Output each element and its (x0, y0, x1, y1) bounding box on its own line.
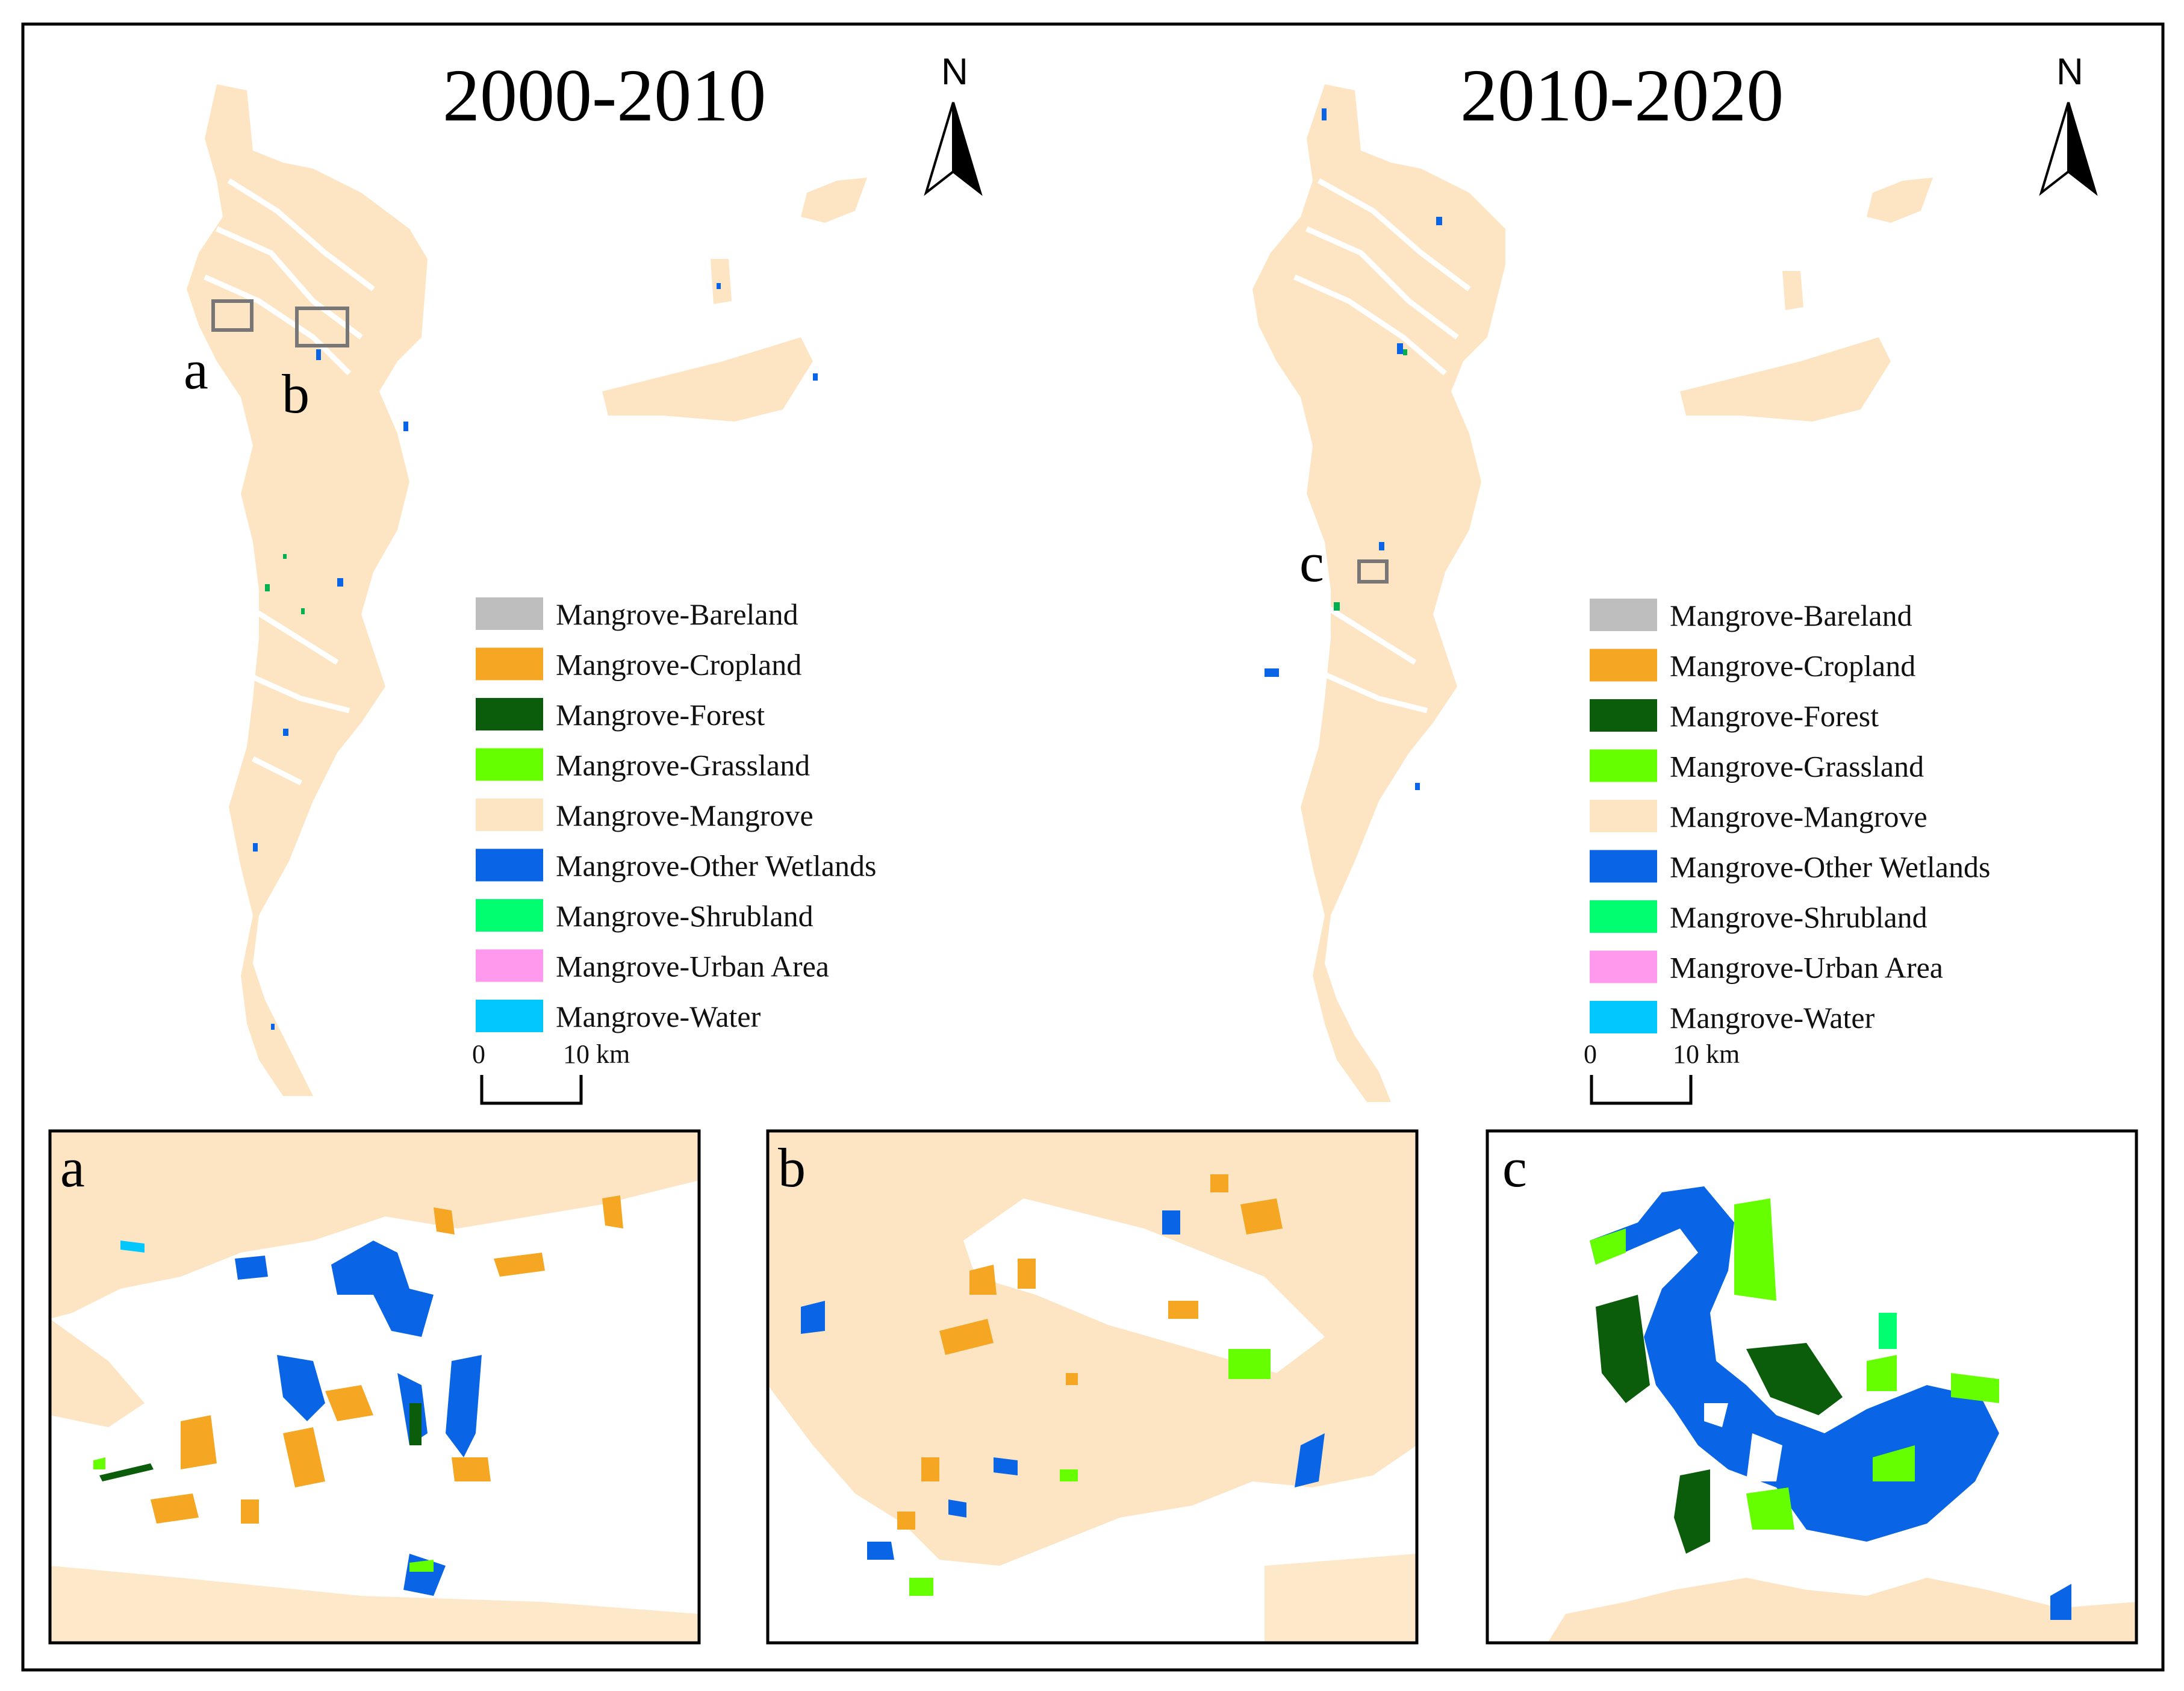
map-left-island-1 (801, 178, 867, 223)
locator-label-b: b (282, 363, 310, 425)
legend-label-5: Mangrove-Mangrove (556, 799, 814, 832)
legend-label-3: Mangrove-Forest (1670, 699, 1879, 733)
legend-swatch-9 (476, 1000, 543, 1032)
map-left: a b (184, 84, 867, 1096)
legend-swatch-8 (476, 949, 543, 982)
legend-swatch-5 (1590, 800, 1657, 832)
legend-swatch-3 (476, 698, 543, 730)
inset-label-a: a (60, 1137, 85, 1198)
svg-text:0: 0 (1584, 1039, 1597, 1069)
legend-label-4: Mangrove-Grassland (1670, 750, 1924, 783)
inset-a-wetlands (235, 1241, 482, 1596)
inset-b-cropland (897, 1174, 1283, 1530)
legend-label-3: Mangrove-Forest (556, 698, 765, 732)
inset-a-forest (99, 1403, 422, 1481)
north-arrow-icon-right: N (2039, 51, 2098, 196)
legend-label-6: Mangrove-Other Wetlands (556, 849, 876, 883)
legend-label-9: Mangrove-Water (1670, 1001, 1875, 1035)
north-arrow-icon-left: N (924, 51, 983, 196)
map-right-green-patches (1334, 349, 1407, 611)
inset-label-b: b (778, 1137, 806, 1198)
svg-text:0: 0 (472, 1039, 485, 1069)
map-right-island-1 (1867, 178, 1933, 223)
legend-label-9: Mangrove-Water (556, 1000, 761, 1033)
map-left-channels (204, 178, 375, 786)
legend-label-8: Mangrove-Urban Area (556, 950, 829, 983)
legend-swatch-4 (476, 748, 543, 781)
legend-label-1: Mangrove-Bareland (556, 597, 798, 631)
legend-label-4: Mangrove-Grassland (556, 749, 810, 782)
legend-swatch-7 (1590, 900, 1657, 933)
locator-label-c: c (1299, 532, 1324, 593)
svg-text:N: N (941, 51, 968, 93)
inset-b: b (766, 1129, 1419, 1645)
map-left-island-3 (602, 337, 813, 422)
inset-label-c: c (1502, 1137, 1527, 1198)
inset-c-mangrove (1548, 1578, 2136, 1643)
scale-bar-left: 0 10 km (472, 1039, 630, 1105)
inset-c-forest (1596, 1295, 1975, 1554)
legend-swatch-6 (476, 849, 543, 882)
map-right-channels (1293, 178, 1471, 714)
inset-b-grassland (909, 1349, 1271, 1596)
legend-swatch-5 (476, 799, 543, 831)
svg-text:N: N (2056, 51, 2083, 93)
locator-box-c (1357, 559, 1389, 584)
legend-swatch-6 (1590, 850, 1657, 883)
map-right-change-patches (1265, 108, 1442, 790)
legend-right: Mangrove-Bareland Mangrove-Cropland Mangro… (1590, 599, 1990, 1035)
inset-c: c (1486, 1129, 2138, 1645)
legend-swatch-7 (476, 899, 543, 932)
map-left-change-patches (253, 283, 818, 1030)
legend-left: Mangrove-Bareland Mangrove-Cropland Mangro… (476, 597, 876, 1033)
map-right-coast (1252, 84, 1505, 1102)
inset-a: a (48, 1129, 701, 1645)
panel-title-right: 2010-2020 (1460, 54, 1784, 137)
legend-label-1: Mangrove-Bareland (1670, 599, 1912, 632)
legend-swatch-4 (1590, 749, 1657, 782)
svg-text:10 km: 10 km (1673, 1039, 1740, 1069)
legend-label-6: Mangrove-Other Wetlands (1670, 850, 1990, 884)
legend-label-2: Mangrove-Cropland (556, 648, 801, 682)
map-left-coast (187, 84, 428, 1096)
inset-a-water (120, 1241, 145, 1253)
legend-swatch-9 (1590, 1001, 1657, 1033)
map-left-green-patches (265, 554, 305, 614)
inset-a-mangrove (50, 1131, 699, 1319)
map-right-island-2 (1782, 271, 1803, 310)
legend-label-8: Mangrove-Urban Area (1670, 951, 1943, 985)
legend-swatch-2 (476, 647, 543, 680)
legend-label-7: Mangrove-Shrubland (556, 899, 814, 933)
map-right: c (1252, 84, 1933, 1102)
legend-label-5: Mangrove-Mangrove (1670, 800, 1927, 833)
svg-text:10 km: 10 km (563, 1039, 630, 1069)
scale-bar-right: 0 10 km (1584, 1039, 1740, 1105)
locator-box-b (295, 307, 349, 347)
legend-swatch-1 (476, 597, 543, 630)
panel-title-left: 2000-2010 (443, 54, 766, 137)
inset-c-water (2050, 1584, 2071, 1620)
legend-swatch-8 (1590, 950, 1657, 983)
legend-swatch-3 (1590, 699, 1657, 732)
legend-label-2: Mangrove-Cropland (1670, 649, 1915, 683)
legend-swatch-1 (1590, 599, 1657, 631)
legend-label-7: Mangrove-Shrubland (1670, 900, 1927, 934)
locator-label-a: a (184, 339, 208, 400)
map-right-island-3 (1680, 337, 1891, 422)
map-left-island-2 (711, 259, 732, 304)
locator-box-a (211, 299, 254, 332)
inset-b-mangrove (768, 1131, 1417, 1566)
legend-swatch-2 (1590, 649, 1657, 682)
inset-c-shrubland (1879, 1313, 1897, 1349)
